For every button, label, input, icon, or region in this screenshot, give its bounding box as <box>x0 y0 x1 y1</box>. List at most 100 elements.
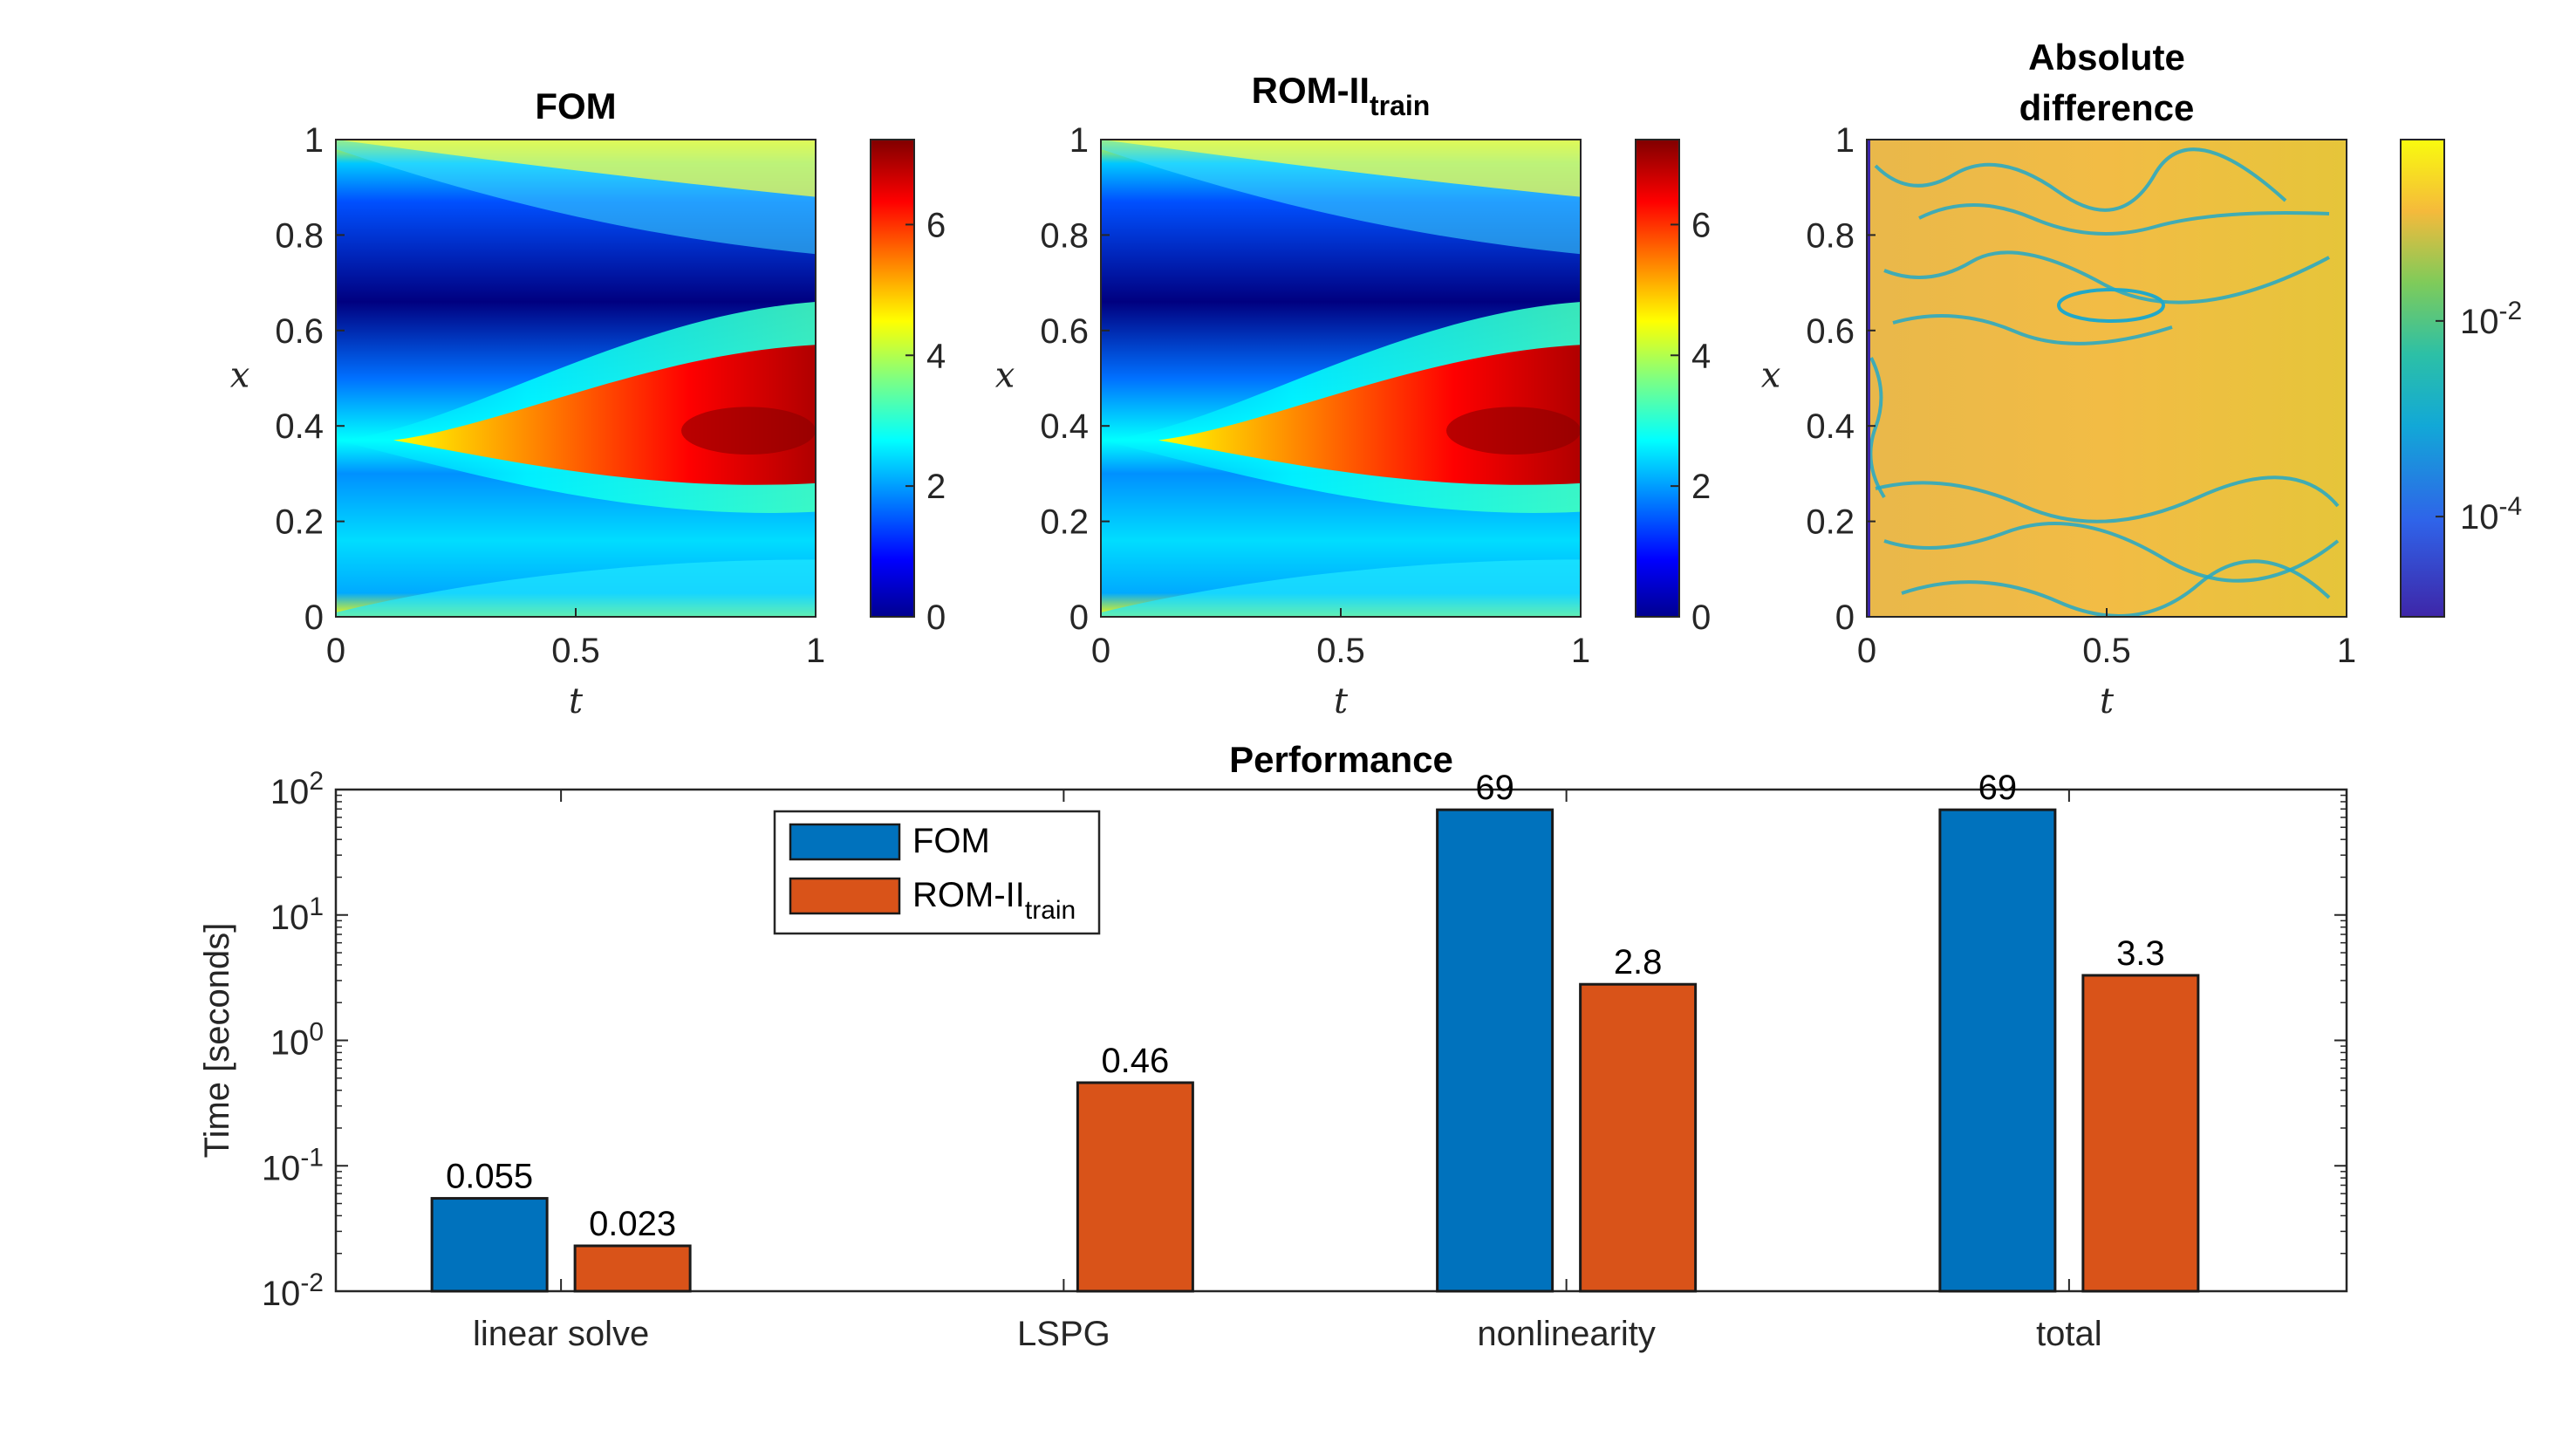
data-label: 0.46 <box>1101 1042 1169 1080</box>
bar-rom-2 <box>1579 982 1698 1293</box>
colorbar-tick-label: 4 <box>926 337 946 375</box>
y-tick-label: 100 <box>270 1018 324 1063</box>
data-label: 0.055 <box>446 1158 533 1196</box>
bar-rom-1 <box>1076 1081 1194 1293</box>
y-tick-label: 0.8 <box>1806 216 1855 255</box>
heatmap-bottom-band <box>336 559 816 617</box>
bar-rom-0 <box>573 1244 692 1293</box>
bar-fom-3 <box>1938 808 2057 1293</box>
y-tick-label: 0.4 <box>275 407 324 446</box>
legend-label-fom: FOM <box>912 822 990 860</box>
y-tick-label: 0.4 <box>1040 407 1089 446</box>
y-axis-label: x <box>230 356 250 396</box>
heatmap-image <box>1867 140 2347 618</box>
contour-line-5 <box>1875 475 2340 523</box>
bar-fom-0 <box>430 1197 549 1293</box>
bar-chart-title: Performance <box>1229 739 1453 780</box>
x-tick-label: 1 <box>806 632 825 670</box>
category-label: linear solve <box>473 1315 649 1353</box>
legend-swatch-fom <box>789 823 901 861</box>
x-tick-label: 0.5 <box>551 632 600 670</box>
data-label: 0.023 <box>589 1205 676 1243</box>
category-label: total <box>2036 1315 2102 1353</box>
heatmap-base <box>1867 140 2347 617</box>
contour-line-8 <box>1869 357 1886 499</box>
category-label: nonlinearity <box>1477 1315 1656 1353</box>
heatmap-image <box>1101 140 1581 617</box>
y-tick-label: 0.2 <box>275 503 324 542</box>
heatmap-peak <box>1446 407 1581 455</box>
data-label: 69 <box>1978 769 2018 807</box>
x-tick-label: 1 <box>2337 632 2356 670</box>
x-tick-label: 0.5 <box>1316 632 1365 670</box>
x-axis-label: t <box>569 681 584 722</box>
y-axis-label: Time [seconds] <box>198 923 236 1159</box>
y-tick-label: 0 <box>304 598 324 637</box>
y-tick-label: 102 <box>270 767 324 811</box>
heatmap-panel-1: 0 0.5 1 0 0.2 0.4 0.6 0.8 1 t x FOM 0 2 4 6 <box>230 85 946 722</box>
colorbar-tick-label: 2 <box>926 468 946 506</box>
legend-swatch-rom <box>789 877 901 915</box>
contour-line-1 <box>1874 147 2287 212</box>
heatmap-image <box>336 140 816 617</box>
x-tick-label: 0 <box>326 632 345 670</box>
x-tick-label: 1 <box>1571 632 1590 670</box>
panel-title-line2: difference <box>2019 87 2195 128</box>
y-tick-label: 0.2 <box>1806 503 1855 542</box>
panel-title-line1: Absolute <box>2028 37 2185 78</box>
colorbar-tick-label: 2 <box>1691 468 1711 506</box>
panel-title: FOM <box>535 85 616 127</box>
y-tick-label: 101 <box>270 892 324 937</box>
heatmap-panel-3: 0 0.5 1 0 0.2 0.4 0.6 0.8 1 t x Absolute difference 1… <box>1761 37 2522 722</box>
y-tick-label: 1 <box>1835 121 1855 160</box>
colorbar-gradient <box>870 139 915 618</box>
y-tick-label: 0.6 <box>275 312 324 351</box>
x-axis-label: t <box>2100 681 2115 722</box>
y-tick-label: 0.8 <box>275 216 324 255</box>
panel-title: ROM-IItrain <box>1252 70 1431 121</box>
x-tick-label: 0 <box>1091 632 1110 670</box>
colorbar-tick-label: 0 <box>1691 598 1711 637</box>
x-tick-label: 0 <box>1857 632 1876 670</box>
colorbar-tick-label: 4 <box>1691 337 1711 375</box>
y-axis-label: x <box>1761 356 1781 396</box>
y-tick-label: 0.2 <box>1040 503 1089 542</box>
heatmap-peak <box>681 407 816 455</box>
legend: FOM ROM-IItrain <box>773 810 1101 935</box>
heatmap-panel-2: 0 0.5 1 0 0.2 0.4 0.6 0.8 1 t x ROM-IItrain 0 2 4 6 <box>995 70 1712 722</box>
y-tick-label: 0 <box>1835 598 1855 637</box>
colorbar: 0 2 4 6 <box>1635 139 1711 637</box>
colorbar-tick-label: 10-4 <box>2460 492 2522 537</box>
contour-line-2 <box>1918 203 2330 236</box>
contour-line-4 <box>1892 314 2173 345</box>
contour-line-3 <box>1883 250 2330 304</box>
colorbar-tick-label: 6 <box>1691 206 1711 244</box>
y-tick-label: 0 <box>1069 598 1089 637</box>
colorbar: 0 2 4 6 <box>870 139 946 637</box>
heatmap-bottom-band <box>1101 559 1581 617</box>
data-label: 3.3 <box>2116 934 2165 973</box>
legend-label-rom: ROM-IItrain <box>912 876 1076 925</box>
y-tick-label: 0.6 <box>1806 312 1855 351</box>
y-tick-label: 10-2 <box>262 1269 324 1313</box>
y-tick-label: 0.4 <box>1806 407 1855 446</box>
left-edge <box>1867 140 1870 617</box>
colorbar: 10-2 10-4 <box>2400 139 2522 618</box>
colorbar-gradient <box>1635 139 1680 618</box>
colorbar-tick-label: 10-2 <box>2460 297 2522 341</box>
y-tick-label: 0.8 <box>1040 216 1089 255</box>
bar-fom-2 <box>1436 808 1554 1293</box>
colorbar-gradient <box>2400 139 2445 618</box>
contour-loop <box>2057 288 2165 323</box>
heatmap-top-yellow <box>1101 140 1581 197</box>
category-label: LSPG <box>1017 1315 1110 1353</box>
y-tick-label: 1 <box>304 121 324 160</box>
bar-rom-3 <box>2081 974 2200 1293</box>
data-label: 69 <box>1475 769 1514 807</box>
contour-line-7 <box>1901 559 2331 618</box>
y-tick-label: 10-1 <box>262 1143 324 1187</box>
y-tick-label: 0.6 <box>1040 312 1089 351</box>
y-axis-label: x <box>995 356 1015 396</box>
contour-line-6 <box>1883 522 2340 583</box>
